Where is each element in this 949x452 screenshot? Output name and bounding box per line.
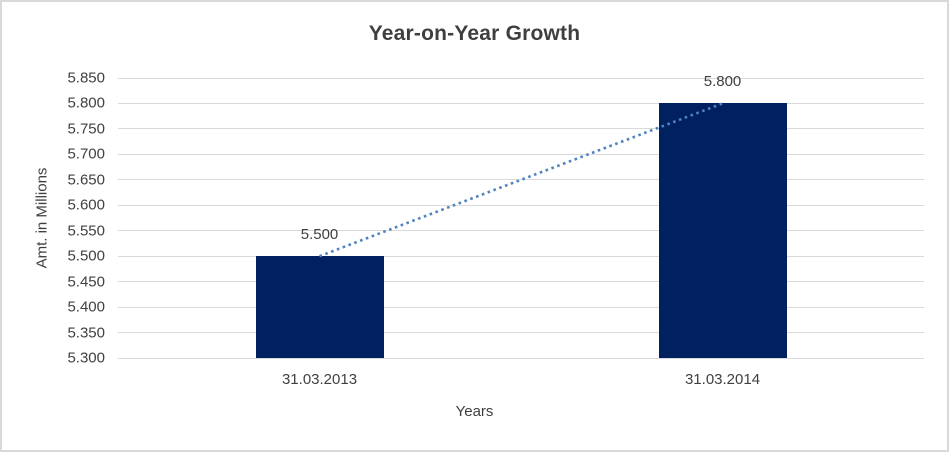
y-tick-label: 5.850: [67, 69, 105, 87]
y-axis-tick-labels: 5.850 5.800 5.750 5.700 5.650 5.600 5.550 5.500…: [0, 70, 105, 367]
x-tick-label: 31.03.2014: [684, 371, 761, 388]
gridline: [118, 281, 924, 283]
gridline: [118, 357, 924, 359]
y-tick-label: 5.650: [67, 171, 105, 189]
y-tick-label: 5.750: [67, 120, 105, 138]
gridline: [118, 230, 924, 232]
trendline-dotted-line: [319, 102, 723, 258]
gridline: [118, 153, 924, 155]
bar: [658, 103, 787, 358]
y-tick-label: 5.800: [67, 94, 105, 112]
gridline: [118, 204, 924, 206]
bar: [255, 256, 384, 358]
gridline: [118, 332, 924, 334]
y-tick-label: 5.350: [67, 324, 105, 342]
x-axis-tick-labels: 31.03.2013 31.03.2014: [118, 371, 924, 391]
y-tick-label: 5.450: [67, 273, 105, 291]
bar-value-label: 5.500: [300, 226, 339, 244]
y-tick-label: 5.600: [67, 196, 105, 214]
y-tick-label: 5.700: [67, 145, 105, 163]
chart-title: Year-on-Year Growth: [368, 22, 581, 45]
gridline: [118, 102, 924, 104]
gridline: [118, 306, 924, 308]
gridline: [118, 77, 924, 79]
x-tick-label: 31.03.2013: [281, 371, 358, 388]
y-tick-label: 5.550: [67, 222, 105, 240]
gridline: [118, 128, 924, 130]
y-tick-label: 5.300: [67, 349, 105, 367]
trendline: [319, 102, 723, 258]
gridline: [118, 255, 924, 257]
y-tick-label: 5.500: [67, 247, 105, 265]
plot-area: 5.500 5.800: [118, 73, 924, 359]
bar-value-label: 5.800: [703, 73, 742, 91]
x-axis-title: Years: [455, 403, 494, 420]
gridline: [118, 179, 924, 181]
y-tick-label: 5.400: [67, 298, 105, 316]
